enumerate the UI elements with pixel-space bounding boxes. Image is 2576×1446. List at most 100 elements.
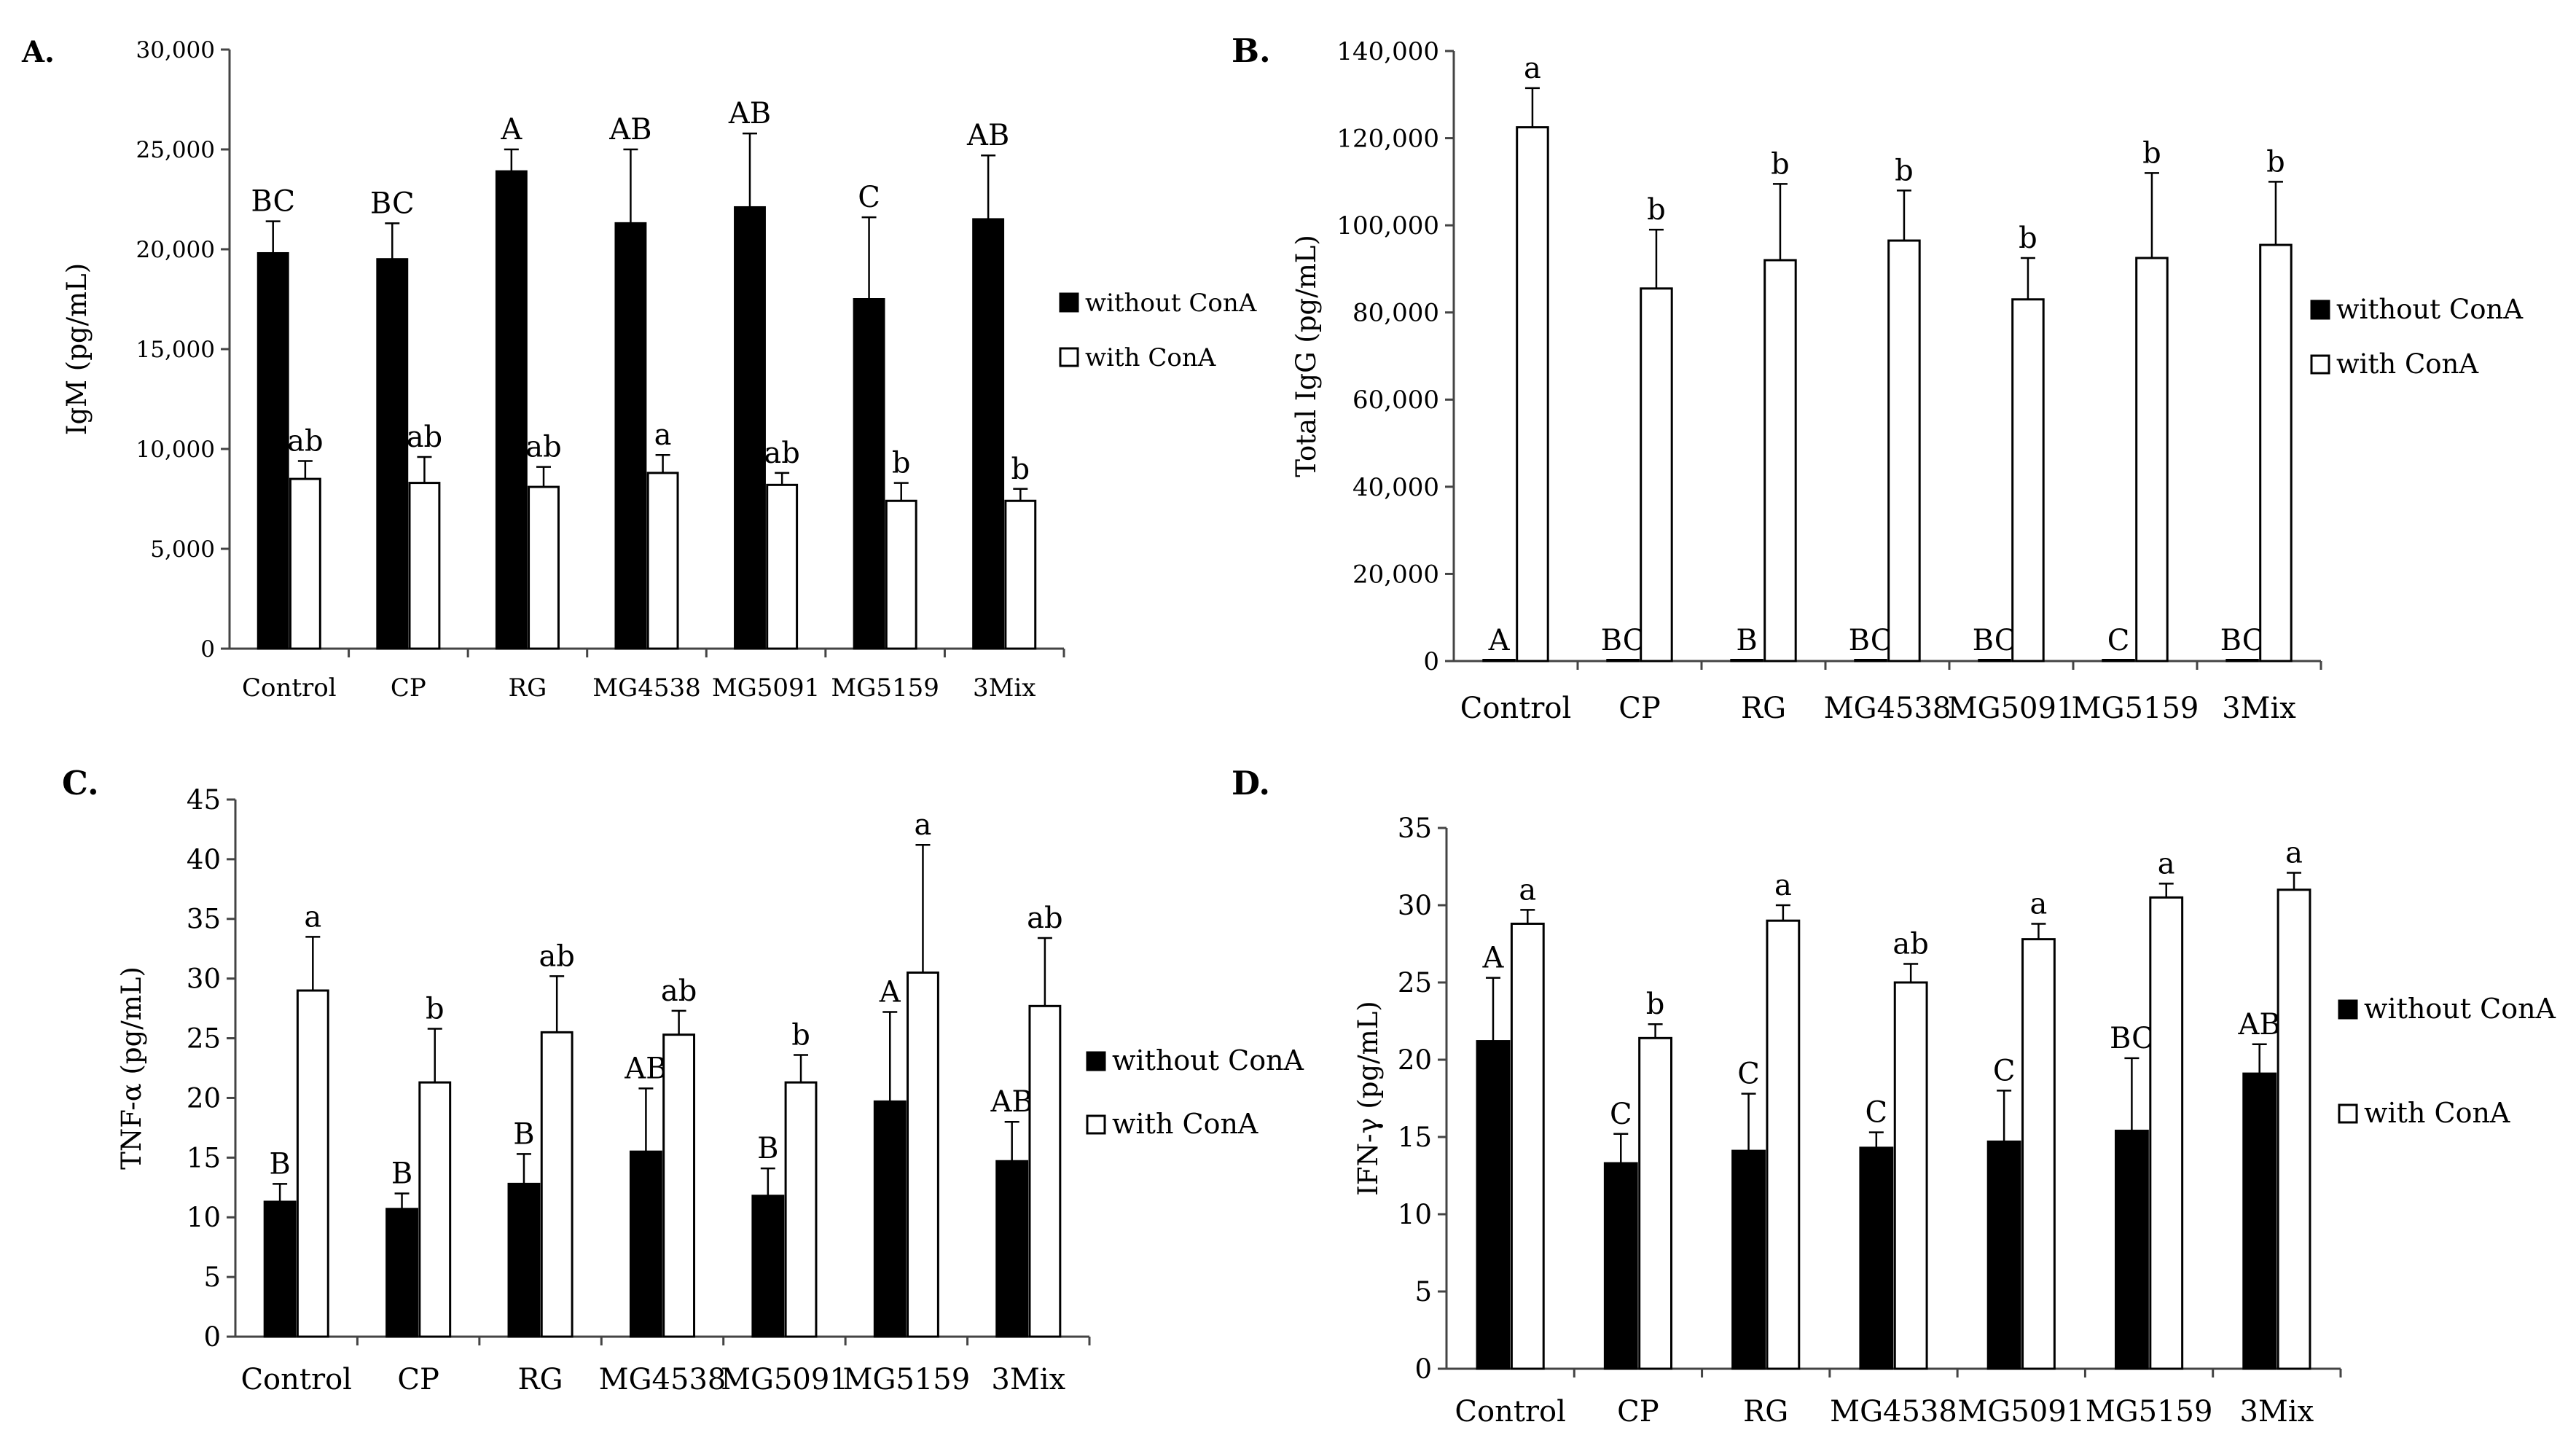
x-tick-label: RG (509, 673, 547, 703)
x-tick-label: MG4538 (599, 1363, 727, 1396)
bar-with-cona (766, 483, 799, 650)
y-tick-label: 30 (1398, 890, 1432, 921)
x-tick-label: 3Mix (973, 673, 1036, 703)
y-tick-label: 10,000 (136, 437, 215, 463)
y-tick-label: 0 (200, 636, 215, 663)
x-tick-label: MG5159 (2086, 1395, 2213, 1429)
significance-label: a (1519, 873, 1536, 907)
bar-without-cona (873, 1100, 907, 1338)
y-tick-label: 15,000 (136, 337, 215, 363)
legend-swatch (2310, 354, 2330, 375)
y-tick-label: 15 (1398, 1122, 1432, 1153)
x-tick-label: CP (1617, 1395, 1659, 1429)
y-tick-label: 40 (187, 844, 221, 875)
bar-with-cona (2259, 243, 2293, 663)
significance-label: AB (990, 1085, 1033, 1119)
x-tick-label: RG (1741, 692, 1786, 725)
x-tick-label: MG5091 (1948, 692, 2075, 725)
significance-label: AB (624, 1052, 667, 1085)
y-tick-label: 30,000 (136, 37, 215, 63)
chart-panel-4: D. 0 5 10 15 20 25 30 35 IFN-γ (pg/mL) Control Aa CP… (1232, 764, 2556, 1429)
y-axis-title: IgM (pg/mL) (61, 263, 93, 435)
y-tick-label: 5 (1414, 1276, 1432, 1308)
bar-with-cona (408, 482, 441, 650)
panel-label: A. (21, 35, 55, 69)
y-tick-label: 0 (203, 1321, 221, 1353)
chart-panel-1: A. 0 5,000 10,000 15,000 20,000 25,000 30,000 Ig… (21, 35, 1257, 703)
x-tick-label: RG (1743, 1395, 1788, 1429)
x-tick-label: MG5159 (2072, 692, 2199, 725)
significance-label: a (304, 900, 321, 934)
bar-without-cona (385, 1208, 418, 1338)
significance-label: B (1736, 624, 1757, 657)
bar-without-cona (995, 1160, 1029, 1338)
x-tick-label: Control (240, 1363, 352, 1396)
y-tick-label: 0 (1423, 647, 1439, 676)
bar-without-cona (1476, 1040, 1511, 1370)
significance-label: C (1610, 1098, 1632, 1131)
significance-label: ab (539, 939, 574, 973)
significance-label: b (426, 992, 445, 1025)
y-tick-label: 40,000 (1352, 473, 1439, 502)
bar-with-cona (885, 499, 917, 650)
y-tick-label: 100,000 (1336, 211, 1439, 241)
legend-label: with ConA (2364, 1097, 2510, 1129)
significance-label: B (391, 1157, 412, 1190)
x-tick-label: CP (397, 1363, 439, 1396)
bar-with-cona (528, 485, 560, 650)
y-axis-title: IFN-γ (pg/mL) (1352, 1001, 1384, 1195)
bar-without-cona (1482, 659, 1516, 663)
significance-label: BC (1973, 624, 2017, 657)
bar-with-cona (2149, 896, 2184, 1370)
y-tick-label: 60,000 (1352, 386, 1439, 415)
y-tick-label: 0 (1414, 1353, 1432, 1385)
significance-label: AB (608, 113, 651, 146)
bar-with-cona (1028, 1004, 1062, 1338)
bar-without-cona (629, 1150, 662, 1338)
bar-with-cona (1516, 126, 1549, 663)
bar-with-cona (540, 1031, 573, 1338)
x-tick-label: Control (1455, 1395, 1566, 1429)
y-tick-label: 30 (187, 964, 221, 995)
y-tick-label: 15 (187, 1142, 221, 1173)
legend-swatch (1059, 292, 1079, 313)
significance-label: ab (1027, 902, 1062, 935)
bar-without-cona (2102, 659, 2135, 663)
bar-with-cona (1893, 981, 1928, 1370)
bar-without-cona (1730, 659, 1763, 663)
bar-with-cona (1638, 1036, 1673, 1370)
y-tick-label: 35 (1398, 813, 1432, 844)
significance-label: C (858, 181, 880, 214)
significance-label: ab (764, 437, 799, 470)
bar-with-cona (1640, 287, 1673, 663)
x-tick-label: MG4538 (1824, 692, 1951, 725)
bar-with-cona (1763, 259, 1797, 663)
bar-with-cona (1766, 919, 1801, 1370)
significance-label: A (500, 113, 522, 146)
bar-with-cona (2135, 257, 2169, 663)
significance-label: BC (370, 187, 415, 220)
legend-swatch (2310, 300, 2330, 320)
x-tick-label: MG4538 (1830, 1395, 1957, 1429)
significance-label: b (2019, 222, 2037, 255)
bar-without-cona (614, 222, 647, 650)
significance-label: b (1646, 988, 1665, 1021)
panel-label: C. (62, 764, 99, 802)
chart-panel-3: C. 0 5 10 15 20 25 30 35 40 45 TNF-α (pg/mL) Control… (62, 764, 1304, 1396)
bar-without-cona (734, 206, 766, 650)
legend-swatch (2338, 999, 2358, 1020)
bar-without-cona (495, 170, 528, 650)
y-tick-label: 140,000 (1336, 37, 1439, 66)
x-tick-label: MG5091 (1957, 1395, 2085, 1429)
significance-label: b (892, 447, 911, 480)
significance-label: a (1524, 52, 1541, 85)
y-axis-title: TNF-α (pg/mL) (116, 966, 147, 1170)
significance-label: b (1771, 147, 1790, 181)
significance-label: ab (661, 974, 697, 1008)
x-tick-label: 3Mix (2222, 692, 2296, 725)
bar-with-cona (2011, 298, 2045, 663)
significance-label: AB (2238, 1008, 2281, 1041)
y-tick-label: 25 (187, 1023, 221, 1055)
bar-with-cona (2276, 888, 2311, 1370)
